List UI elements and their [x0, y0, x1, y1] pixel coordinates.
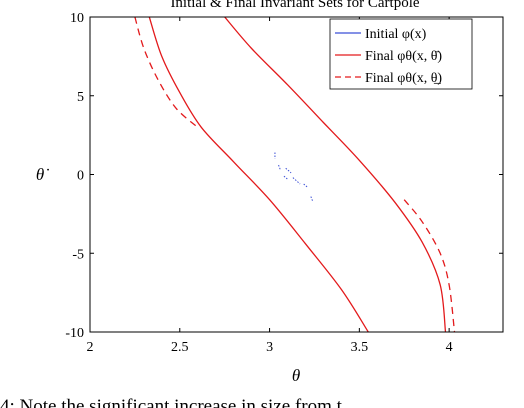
- series-1-segment-4: [283, 175, 288, 180]
- series-1-segment-3: [285, 167, 292, 174]
- x-tick-label: 3: [266, 340, 273, 355]
- chart-title: Initial & Final Invariant Sets for Cartp…: [170, 0, 419, 11]
- figure-caption: 4: Note the significant increase in size…: [0, 396, 343, 408]
- y-tick-label: -5: [72, 247, 84, 262]
- series-3-curve-2: [403, 199, 456, 332]
- series-2-curve-1: [148, 17, 369, 332]
- y-tick-label: 5: [77, 90, 84, 105]
- series-1-segment-7: [310, 196, 314, 202]
- chart-legend: Initial φ(x) Final φθ(x, θ̄) Final φθ(x, θ…: [329, 18, 473, 90]
- x-axis-label: θ: [292, 366, 300, 385]
- series-2-curve-2: [224, 17, 447, 332]
- legend-label-3: Final φθ(x, θ̲): [365, 71, 442, 86]
- y-tick-label: 10: [70, 11, 84, 26]
- legend-label-1: Initial φ(x): [365, 27, 427, 42]
- series-1-segment-6: [303, 183, 308, 188]
- x-tick-label: 2.5: [171, 340, 189, 355]
- legend-label-2: Final φθ(x, θ̄): [365, 49, 442, 64]
- legend-box: [329, 18, 473, 90]
- chart-axes: 2 2.5 3 3.5 4 10 5 0 -5 -10: [65, 11, 504, 355]
- series-1-segment-2: [278, 164, 281, 170]
- y-tick-label: -10: [65, 326, 84, 341]
- chart-marks: [134, 17, 456, 332]
- y-axis-label: θ̇: [36, 165, 49, 184]
- x-tick-label: 2: [87, 340, 94, 355]
- series-1-segment-5: [292, 177, 301, 185]
- x-tick-label: 4: [446, 340, 453, 355]
- x-tick-label: 3.5: [351, 340, 369, 355]
- series-3-curve-1: [134, 17, 199, 128]
- y-tick-label: 0: [77, 169, 84, 184]
